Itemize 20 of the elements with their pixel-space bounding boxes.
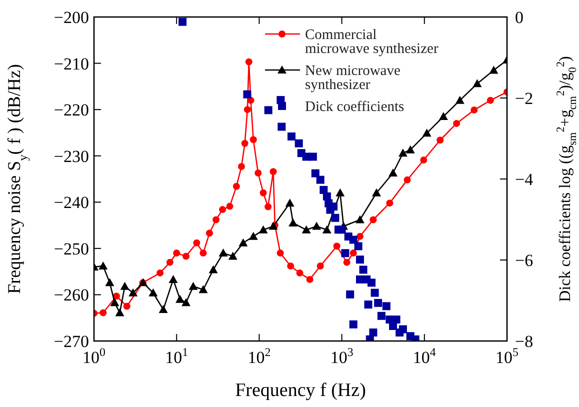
y-tick-label: −260 (54, 286, 89, 305)
legend-label: New microwave synthesizer (305, 63, 400, 93)
y-tick-label: −220 (54, 100, 89, 120)
y2-tick-label: −2 (515, 89, 534, 108)
legend-label: Dick coefficients (305, 99, 405, 115)
y2-tick-label: −4 (515, 170, 534, 189)
y2-tick-label: −6 (515, 251, 534, 270)
y-tick-label: −210 (54, 54, 89, 74)
y2-tick-label: 0 (515, 8, 524, 27)
x-axis-title: Frequency f (Hz) (235, 380, 366, 401)
x-tick-label: 10$^{1}$ (165, 345, 188, 367)
y-tick-label: −200 (54, 8, 89, 27)
x-tick-label: 10$^{2}$ (248, 345, 271, 367)
legend-label: Commercial microwave synthesizer (305, 27, 438, 57)
y-tick-label: −230 (54, 146, 89, 166)
y-tick-label: −240 (54, 193, 89, 212)
y-tick-label: −270 (54, 332, 89, 351)
x-tick-label: 10$^{4}$ (412, 345, 436, 367)
y-tick-label: −250 (54, 239, 89, 258)
x-tick-label: 10$^{3}$ (330, 345, 354, 367)
